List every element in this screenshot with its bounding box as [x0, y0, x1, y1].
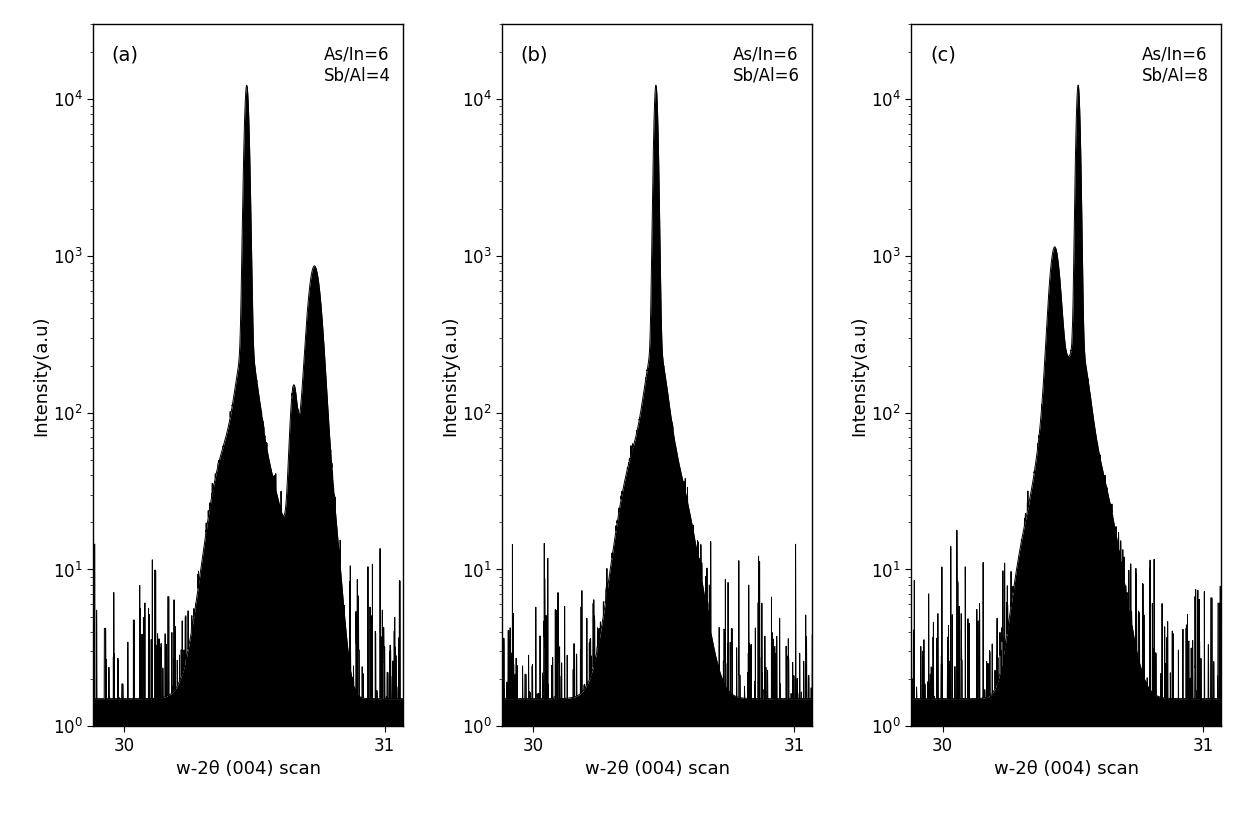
X-axis label: w-2θ (004) scan: w-2θ (004) scan [585, 761, 729, 778]
Y-axis label: Intensity(a.u): Intensity(a.u) [441, 315, 459, 436]
Y-axis label: Intensity(a.u): Intensity(a.u) [851, 315, 868, 436]
Text: (a): (a) [112, 46, 139, 64]
Text: As/In=6
Sb/Al=4: As/In=6 Sb/Al=4 [324, 46, 391, 84]
X-axis label: w-2θ (004) scan: w-2θ (004) scan [176, 761, 320, 778]
Y-axis label: Intensity(a.u): Intensity(a.u) [32, 315, 50, 436]
X-axis label: w-2θ (004) scan: w-2θ (004) scan [994, 761, 1138, 778]
Text: (c): (c) [930, 46, 956, 64]
Text: As/In=6
Sb/Al=8: As/In=6 Sb/Al=8 [1142, 46, 1209, 84]
Text: (b): (b) [521, 46, 548, 64]
Text: As/In=6
Sb/Al=6: As/In=6 Sb/Al=6 [733, 46, 800, 84]
